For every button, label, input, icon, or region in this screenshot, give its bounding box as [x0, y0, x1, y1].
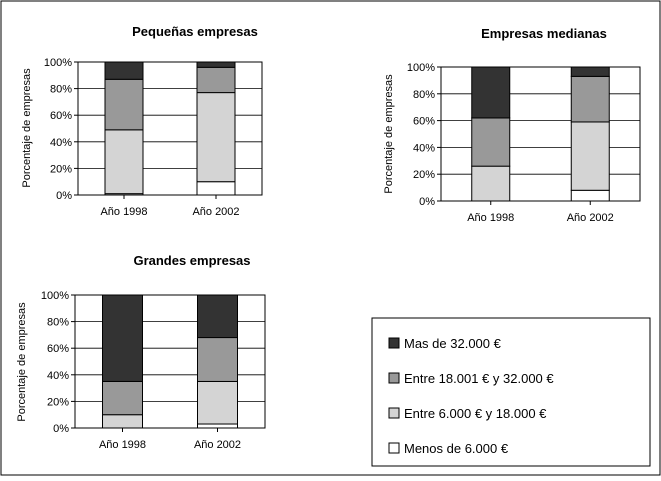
chart-title: Empresas medianas — [481, 26, 607, 41]
bar-segment — [102, 414, 143, 429]
legend-swatch — [388, 372, 400, 384]
legend-label: Menos de 6.000 € — [404, 441, 509, 456]
y-tick-label: 40% — [47, 370, 69, 382]
bar-segment — [471, 117, 511, 167]
y-tick-label: 0% — [419, 196, 435, 208]
bar-segment — [196, 92, 236, 183]
x-tick-label: Año 2002 — [192, 206, 239, 218]
y-tick-label: 100% — [407, 62, 435, 74]
y-tick-label: 40% — [413, 142, 435, 154]
plot-area: 0% 20% 40% 60% 80% 100% Año 1998 Año 2002 — [44, 57, 263, 218]
y-tick-label: 20% — [50, 163, 72, 175]
bar-segment — [104, 78, 144, 131]
chart-title: Pequeñas empresas — [132, 24, 258, 39]
legend-swatch — [388, 337, 400, 349]
y-tick-label: 80% — [413, 89, 435, 101]
legend-label: Mas de 32.000 € — [404, 336, 502, 351]
bar-segment — [102, 380, 143, 416]
bar-segment — [570, 66, 610, 77]
plot-frame — [440, 66, 641, 202]
y-tick-label: 80% — [47, 317, 69, 329]
y-tick-label: 100% — [41, 290, 69, 302]
plot-area: 0% 20% 40% 60% 80% 100% Año 1998 Año 2002 — [407, 62, 641, 224]
x-tick-label: Año 1998 — [100, 206, 147, 218]
bar-segment — [197, 423, 238, 429]
legend: Mas de 32.000 € Entre 18.001 € y 32.000 €… — [371, 317, 651, 467]
bar-segment — [196, 181, 236, 196]
chart-title: Grandes empresas — [133, 253, 250, 268]
bar-segment — [102, 294, 143, 382]
x-tick-label: Año 2002 — [194, 439, 241, 451]
legend-label: Entre 18.001 € y 32.000 € — [404, 371, 554, 386]
chart-pequenas: Pequeñas empresas Porcentaje de empresas… — [21, 24, 263, 218]
legend-swatch — [388, 407, 400, 419]
y-tick-label: 60% — [50, 110, 72, 122]
chart-grandes: Grandes empresas Porcentaje de empresas … — [16, 253, 266, 451]
y-tick-label: 20% — [47, 396, 69, 408]
y-tick-label: 20% — [413, 169, 435, 181]
y-tick-label: 60% — [413, 116, 435, 128]
bar-segment — [104, 129, 144, 195]
plot-area: 0% 20% 40% 60% 80% 100% Año 1998 Año 2002 — [41, 290, 266, 451]
bar-segment — [196, 66, 236, 94]
bar-segment — [197, 380, 238, 425]
y-tick-label: 60% — [47, 343, 69, 355]
y-axis-label: Porcentaje de empresas — [383, 74, 395, 194]
y-tick-label: 0% — [53, 423, 69, 435]
bar-segment — [471, 66, 511, 119]
bar-segment — [197, 294, 238, 339]
legend-label: Entre 6.000 € y 18.000 € — [404, 406, 547, 421]
y-tick-label: 80% — [50, 84, 72, 96]
legend-swatch — [388, 442, 400, 454]
y-tick-label: 100% — [44, 57, 72, 69]
bar-segment — [570, 121, 610, 191]
bar-segment — [104, 61, 144, 80]
x-tick-label: Año 1998 — [99, 439, 146, 451]
bar-segment — [471, 165, 511, 202]
y-tick-label: 0% — [56, 190, 72, 202]
bar-segment — [570, 189, 610, 202]
chart-medianas: Empresas medianas Porcentaje de empresas… — [383, 26, 641, 224]
y-axis-label: Porcentaje de empresas — [21, 68, 33, 188]
bar-segment — [197, 337, 238, 382]
x-tick-label: Año 1998 — [467, 212, 514, 224]
legend-box — [371, 317, 651, 467]
y-tick-label: 40% — [50, 137, 72, 149]
x-tick-label: Año 2002 — [567, 212, 614, 224]
bar-segment — [570, 75, 610, 123]
bar-segment — [196, 61, 236, 68]
y-axis-label: Porcentaje de empresas — [16, 302, 28, 422]
